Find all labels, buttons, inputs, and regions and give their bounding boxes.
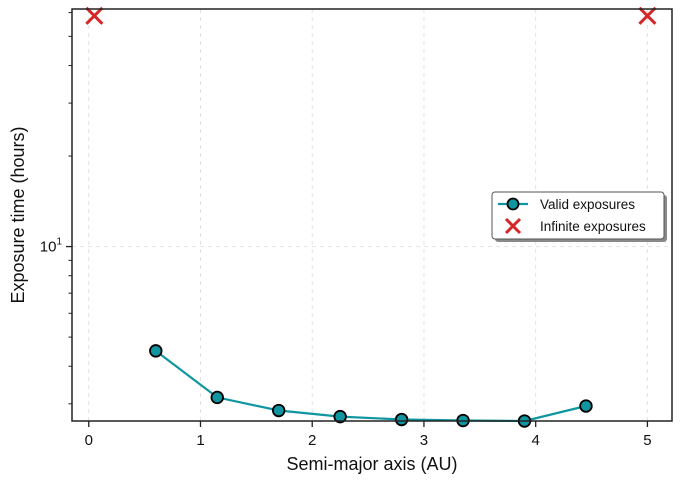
data-point-valid [394,412,409,427]
data-point-valid [333,409,347,424]
x-tick-label: 3 [420,432,428,449]
data-point-infinite [638,6,657,25]
data-point-valid [272,403,286,418]
plot-frame [71,8,673,422]
legend-x-glyph [504,217,522,235]
x-tick-label: 0 [85,432,93,449]
series-valid-line [155,350,587,423]
legend-box [491,191,665,240]
x-tick-label: 5 [643,432,651,449]
data-point-infinite [85,6,104,25]
data-point-valid [149,344,163,358]
data-point-valid [579,399,593,413]
legend-swatch-valid-marker [506,197,520,211]
x-tick-label: 1 [196,432,204,449]
legend-swatch-infinite-marker [504,217,522,235]
legend-label-valid: Valid exposures [540,197,635,212]
data-point-valid [210,390,224,405]
legend-label-infinite: Infinite exposures [540,219,646,234]
x-tick-label: 4 [532,432,540,449]
x-axis-label: Semi-major axis (AU) [286,454,457,474]
y-axis-ticks: 101 [40,237,72,256]
grid-lines [72,9,672,421]
y-axis-label: Exposure time (hours) [8,126,28,303]
y-tick-label: 101 [40,237,63,256]
legend: Valid exposures Infinite exposures [491,191,667,242]
x-axis-ticks: 0 1 2 3 4 5 [85,421,652,449]
x-tick-label: 2 [308,432,316,449]
